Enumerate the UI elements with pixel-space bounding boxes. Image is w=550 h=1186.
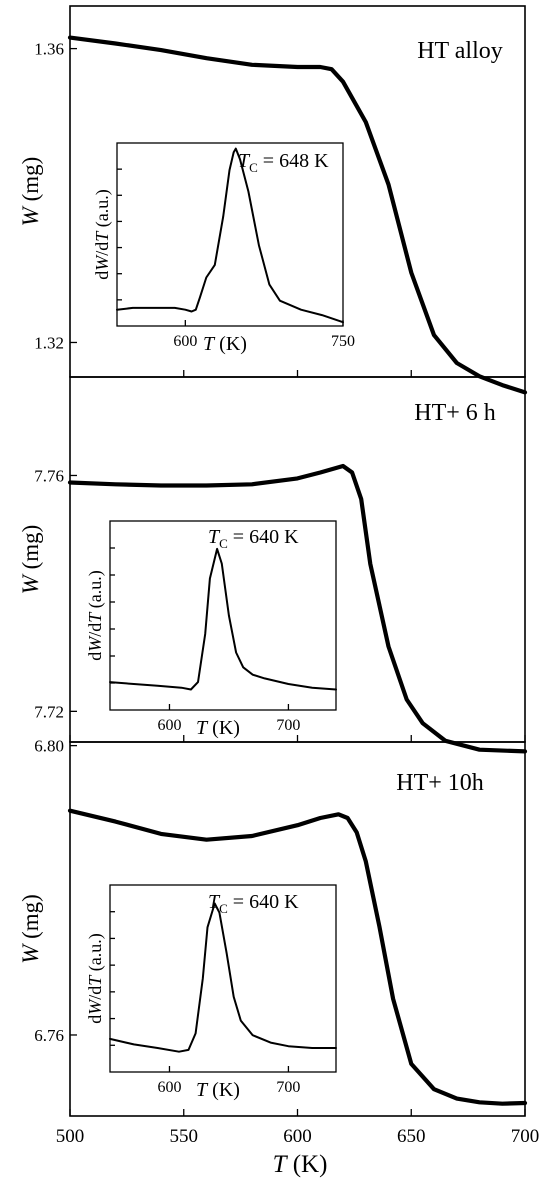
weight-curve [67, 463, 528, 754]
panel-middle: 7.72 7.76 W (mg) HT+ 6 h 600 700 T (K) dW/dT (a… [18, 376, 528, 754]
y-tick-label: 6.80 [34, 737, 64, 756]
y-tick-label: 1.36 [34, 40, 64, 59]
inset-y-axis-label: dW/dT (a.u.) [92, 189, 113, 280]
inset-x-axis-label: T (K) [203, 333, 247, 355]
x-axis-label: T (K) [273, 1151, 328, 1178]
inset-frame [116, 142, 344, 327]
inset-x-tick-label: 700 [276, 717, 300, 734]
y-axis-label: W (mg) [18, 157, 43, 227]
inset-x-tick-label: 700 [276, 1079, 300, 1096]
inset-y-axis-label: dW/dT (a.u.) [85, 933, 106, 1024]
inset-x-tick-label: 750 [331, 333, 355, 350]
y-tick-label: 1.32 [34, 333, 64, 352]
inset-x-axis-label: T (K) [196, 717, 240, 739]
inset-x-tick-label: 600 [157, 717, 181, 734]
x-tick-label: 550 [170, 1126, 199, 1147]
weight-curve [67, 808, 528, 1106]
dwdt-curve [116, 147, 344, 324]
x-tick-label: 500 [56, 1126, 85, 1147]
y-tick-label: 7.72 [34, 702, 64, 721]
x-tick-label: 600 [283, 1126, 312, 1147]
x-tick-label: 700 [511, 1126, 540, 1147]
panel-title: HT+ 6 h [414, 400, 496, 426]
inset-dwdt: 600 700 T (K) dW/dT (a.u.) TC = 640 K [85, 884, 337, 1101]
tc-annotation: TC = 640 K [208, 526, 299, 551]
tc-annotation: TC = 640 K [208, 891, 299, 916]
dwdt-curve [109, 547, 337, 691]
inset-frame [109, 884, 337, 1073]
y-tick-label: 7.76 [34, 466, 64, 485]
panel-title: HT+ 10h [396, 770, 484, 796]
inset-dwdt: 600 700 T (K) dW/dT (a.u.) TC = 640 K [85, 520, 337, 739]
panel-title: HT alloy [417, 38, 503, 64]
panel-top: 1.32 1.36 W (mg) HT alloy 600 750 T (K) dW/dT (… [18, 5, 528, 395]
inset-x-tick-label: 600 [173, 333, 197, 350]
panel-bottom: 6.76 6.80 W (mg) HT+ 10h 600 700 T (K) dW/dT (a… [18, 737, 528, 1117]
weight-curve [67, 35, 528, 395]
inset-x-tick-label: 600 [157, 1079, 181, 1096]
dwdt-curve [109, 902, 337, 1053]
y-axis-label: W (mg) [18, 894, 43, 964]
inset-y-axis-label: dW/dT (a.u.) [85, 570, 106, 661]
inset-x-axis-label: T (K) [196, 1079, 240, 1101]
y-axis-label: W (mg) [18, 525, 43, 595]
x-tick-label: 650 [397, 1126, 426, 1147]
y-tick-label: 6.76 [34, 1026, 64, 1045]
inset-frame [109, 520, 337, 711]
